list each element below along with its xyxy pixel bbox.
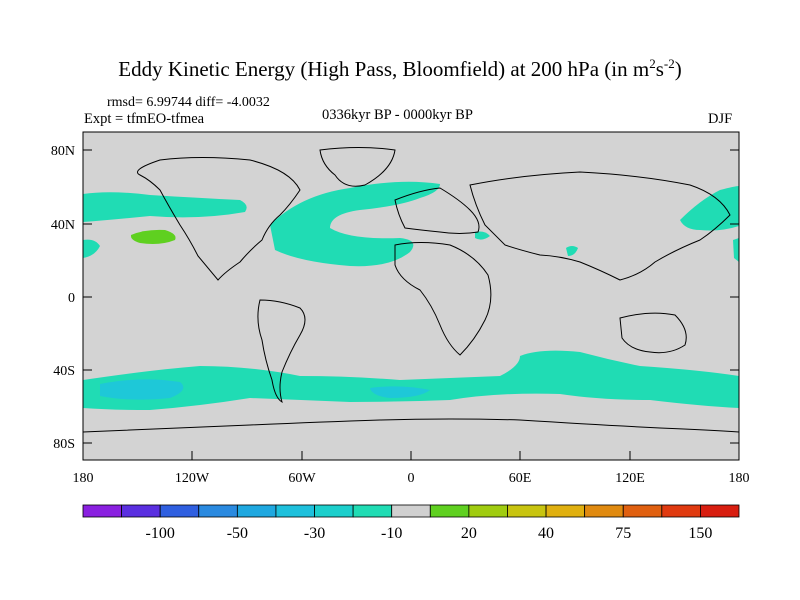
y-tick-label: 0 bbox=[68, 291, 75, 306]
colorbar: -100 -50 -30 -10 20 40 75 150 bbox=[82, 504, 740, 542]
colorbar-swatch bbox=[198, 504, 238, 518]
colorbar-swatch bbox=[314, 504, 354, 518]
colorbar-swatch bbox=[507, 504, 547, 518]
colorbar-swatch bbox=[661, 504, 701, 518]
season-text: DJF bbox=[708, 111, 733, 127]
x-tick-label: 120W bbox=[175, 471, 210, 486]
coastline-greenland bbox=[319, 147, 396, 187]
anomaly-region bbox=[100, 379, 184, 400]
colorbar-label: -30 bbox=[304, 525, 325, 542]
anomaly-region bbox=[130, 229, 176, 244]
anomaly-region bbox=[475, 231, 490, 240]
anomaly-region bbox=[370, 386, 430, 398]
anomaly-region bbox=[680, 186, 739, 231]
map-background bbox=[83, 132, 739, 460]
x-tick-label: 60W bbox=[288, 471, 316, 486]
coastline-europe bbox=[394, 187, 480, 234]
colorbar-swatch bbox=[159, 504, 200, 518]
colorbar-swatch bbox=[121, 504, 161, 518]
colorbar-swatch bbox=[429, 504, 470, 518]
colorbar-swatch bbox=[275, 504, 315, 518]
y-tick-label: 80N bbox=[51, 144, 75, 159]
y-axis: 80N 40N 0 40S 80S bbox=[51, 144, 739, 452]
coastline-asia bbox=[469, 171, 731, 281]
experiment-text: Expt = tfmEO-tfmea bbox=[84, 111, 205, 127]
coastline-africa bbox=[394, 242, 492, 356]
colorbar-swatch bbox=[352, 504, 393, 518]
colorbar-label: -100 bbox=[146, 525, 175, 542]
anomaly-regions-strong bbox=[100, 229, 430, 400]
y-tick-label: 40N bbox=[51, 218, 75, 233]
x-tick-label: 180 bbox=[73, 471, 94, 486]
colorbar-swatch bbox=[82, 504, 122, 518]
colorbar-label: 150 bbox=[688, 525, 712, 542]
y-tick-label: 40S bbox=[53, 364, 75, 379]
colorbar-label: 75 bbox=[615, 525, 631, 542]
colorbar-label: -10 bbox=[381, 525, 402, 542]
colorbar-swatch bbox=[700, 504, 740, 518]
colorbar-label: 40 bbox=[538, 525, 554, 542]
coastline-antarctica bbox=[82, 418, 740, 433]
anomaly-region bbox=[83, 239, 100, 258]
anomaly-region bbox=[270, 181, 440, 267]
colorbar-swatch bbox=[622, 504, 663, 518]
anomaly-region bbox=[733, 238, 739, 262]
x-tick-label: 60E bbox=[509, 471, 532, 486]
period-text: 0336kyr BP - 0000kyr BP bbox=[322, 107, 473, 123]
stats-text: rmsd= 6.99744 diff= -4.0032 bbox=[107, 95, 270, 110]
anomaly-region bbox=[566, 246, 578, 256]
colorbar-label: -50 bbox=[227, 525, 248, 542]
x-tick-label: 180 bbox=[729, 471, 750, 486]
coastline-north-america bbox=[137, 157, 301, 281]
anomaly-regions bbox=[83, 181, 739, 410]
coastline-south-america bbox=[257, 299, 306, 404]
x-tick-label: 120E bbox=[615, 471, 645, 486]
anomaly-region bbox=[83, 350, 739, 410]
anomaly-region bbox=[83, 192, 247, 222]
coastline-australia bbox=[619, 312, 687, 354]
coastlines bbox=[82, 147, 740, 433]
colorbar-swatch bbox=[236, 504, 277, 518]
colorbar-swatch bbox=[584, 504, 624, 518]
x-tick-label: 0 bbox=[408, 471, 415, 486]
colorbar-label: 20 bbox=[461, 525, 477, 542]
y-tick-label: 80S bbox=[53, 437, 75, 452]
colorbar-swatch bbox=[468, 504, 508, 518]
colorbar-swatch bbox=[391, 504, 431, 518]
plot-title: Eddy Kinetic Energy (High Pass, Bloomfie… bbox=[118, 56, 682, 81]
x-axis: 180 120W 60W 0 60E 120E 180 bbox=[73, 451, 750, 486]
colorbar-swatch bbox=[545, 504, 586, 518]
